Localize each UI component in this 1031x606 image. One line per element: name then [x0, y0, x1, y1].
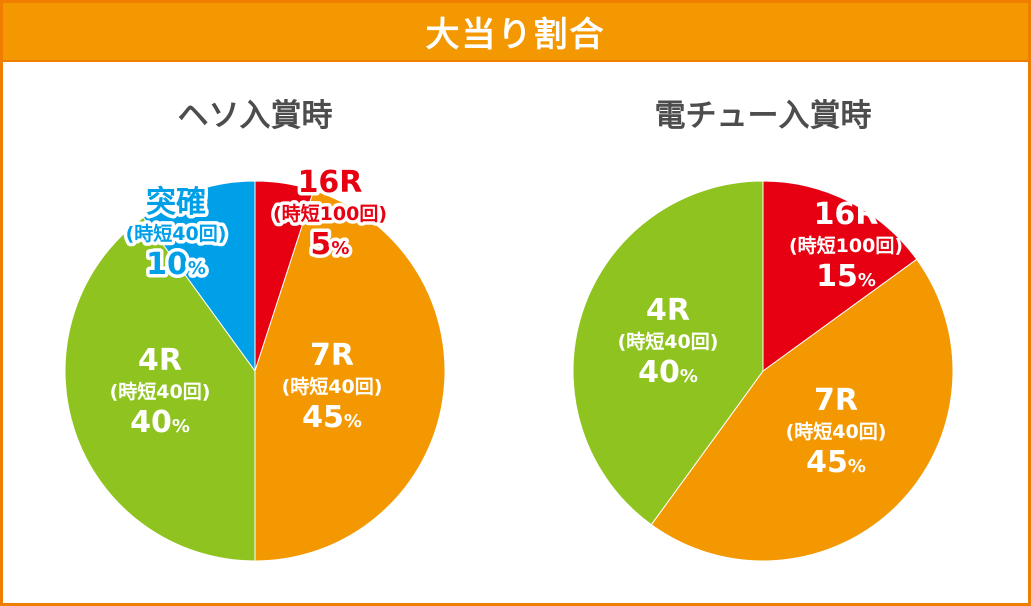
- slice-name: 7R: [814, 383, 858, 418]
- slice-label-1-2: 4R(時短40回)40%: [618, 293, 719, 390]
- slice-label-1-1: 7R(時短40回)45%: [786, 383, 887, 480]
- slice-name: 7R: [310, 338, 354, 373]
- pie-slice-1-2: [572, 180, 764, 526]
- chart-title-denchu: 電チュー入賞時: [654, 98, 872, 134]
- slice-name: 16R: [298, 165, 363, 200]
- slice-name: 16R: [814, 197, 879, 232]
- slice-subtitle: (時短40回): [126, 222, 227, 245]
- slice-percent: 45%: [806, 445, 866, 480]
- slice-percent: 15%: [816, 259, 876, 294]
- slice-name: 突確: [146, 185, 206, 220]
- chart-title-heso: ヘソ入賞時: [177, 98, 333, 134]
- slice-subtitle: (時短40回): [786, 420, 887, 443]
- slice-name: 4R: [138, 343, 182, 378]
- slice-name: 4R: [646, 293, 690, 328]
- slice-percent: 10%: [146, 247, 206, 282]
- slice-subtitle: (時短100回): [789, 234, 903, 257]
- slice-percent: 40%: [638, 355, 698, 390]
- pie-slice-1-1: [650, 258, 954, 562]
- slice-subtitle: (時短40回): [618, 330, 719, 353]
- slice-subtitle: (時短40回): [110, 380, 211, 403]
- pie-slice-0-1: [254, 189, 446, 562]
- slice-label-0-3: 突確(時短40回)10%: [122, 182, 230, 286]
- pie-slice-1-0: [762, 180, 918, 372]
- header-title: 大当り割合: [425, 15, 606, 55]
- slice-label-1-0: 16R(時短100回)15%: [789, 197, 903, 294]
- pie-slice-0-3: [142, 180, 256, 373]
- slice-percent: 40%: [130, 405, 190, 440]
- slice-label-0-0: 16R(時短100回)5%: [269, 162, 390, 266]
- slice-subtitle: (時短40回): [282, 375, 383, 398]
- slice-percent: 5%: [311, 227, 350, 262]
- slice-percent: 45%: [302, 400, 362, 435]
- slice-label-0-1: 7R(時短40回)45%: [282, 338, 383, 435]
- slice-label-0-2: 4R(時短40回)40%: [110, 343, 211, 440]
- pie-slice-0-2: [64, 216, 256, 562]
- header-bar: 大当り割合: [3, 3, 1028, 62]
- slice-subtitle: (時短100回): [273, 202, 387, 225]
